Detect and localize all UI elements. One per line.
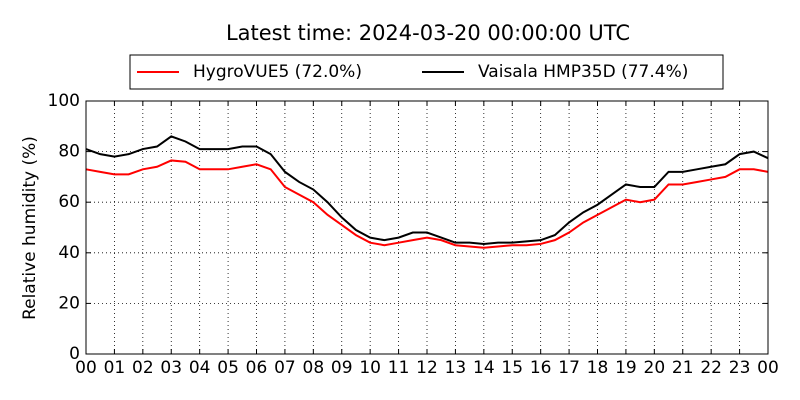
y-axis-label: Relative humidity (%) bbox=[20, 136, 40, 320]
series-line bbox=[85, 159, 769, 249]
plot-frame bbox=[85, 100, 769, 355]
legend-label: Vaisala HMP35D (77.4%) bbox=[478, 62, 688, 82]
x-tick-label: 11 bbox=[388, 358, 410, 378]
x-tick-label: 13 bbox=[445, 358, 467, 378]
chart-title: Latest time: 2024-03-20 00:00:00 UTC bbox=[226, 21, 630, 45]
x-tick-label: 07 bbox=[274, 358, 296, 378]
y-tick-label: 60 bbox=[58, 192, 80, 212]
x-tick-label: 20 bbox=[644, 358, 666, 378]
y-tick-label: 0 bbox=[69, 344, 80, 364]
x-tick-label: 21 bbox=[672, 358, 694, 378]
y-tick-label: 100 bbox=[48, 91, 80, 111]
x-tick-label: 19 bbox=[615, 358, 637, 378]
x-tick-label: 00 bbox=[757, 358, 779, 378]
x-tick-label: 04 bbox=[189, 358, 211, 378]
x-tick-label: 03 bbox=[160, 358, 182, 378]
x-tick-label: 18 bbox=[587, 358, 609, 378]
legend-label: HygroVUE5 (72.0%) bbox=[193, 62, 362, 82]
x-tick-label: 08 bbox=[303, 358, 325, 378]
x-tick-label: 01 bbox=[104, 358, 126, 378]
x-tick-label: 05 bbox=[217, 358, 239, 378]
x-tick-label: 00 bbox=[75, 358, 97, 378]
x-tick-label: 10 bbox=[359, 358, 381, 378]
x-tick-label: 09 bbox=[331, 358, 353, 378]
x-tick-label: 17 bbox=[558, 358, 580, 378]
y-tick-label: 40 bbox=[58, 243, 80, 263]
x-tick-label: 02 bbox=[132, 358, 154, 378]
x-tick-label: 23 bbox=[729, 358, 751, 378]
x-tick-label: 16 bbox=[530, 358, 552, 378]
x-tick-label: 15 bbox=[501, 358, 523, 378]
series-line bbox=[85, 135, 769, 245]
y-tick-label: 20 bbox=[58, 293, 80, 313]
y-tick-label: 80 bbox=[58, 142, 80, 162]
x-tick-label: 22 bbox=[700, 358, 722, 378]
x-tick-label: 14 bbox=[473, 358, 495, 378]
x-tick-label: 06 bbox=[246, 358, 268, 378]
x-tick-label: 12 bbox=[416, 358, 438, 378]
